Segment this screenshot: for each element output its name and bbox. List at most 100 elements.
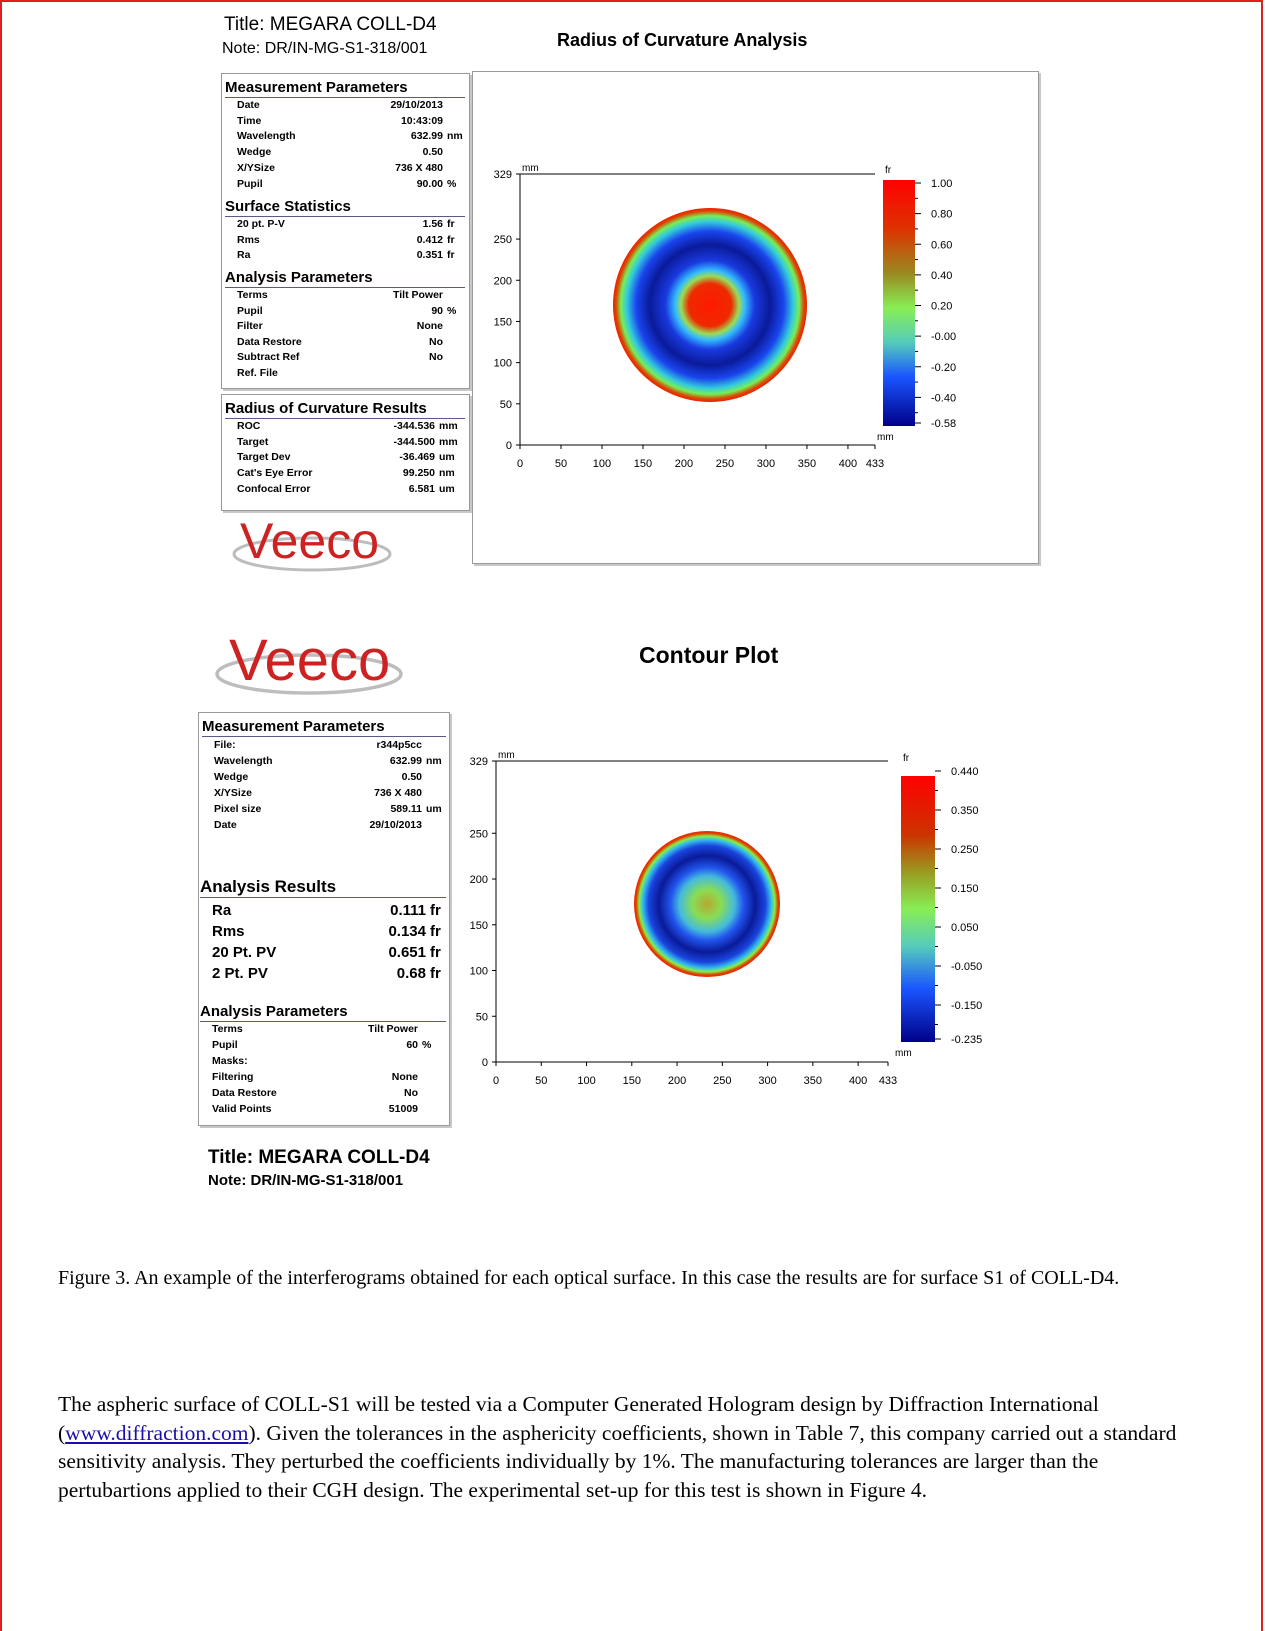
scale-tick-label: -0.58 bbox=[931, 418, 956, 430]
fig2-interferogram bbox=[634, 831, 780, 977]
param-unit: nm bbox=[447, 130, 463, 143]
param-label: X/YSize bbox=[214, 787, 252, 799]
y-tick-label: 200 bbox=[494, 275, 512, 287]
body-paragraph: The aspheric surface of COLL-S1 will be … bbox=[58, 1390, 1198, 1504]
param-label: Filter bbox=[237, 320, 263, 332]
param-label: 20 Pt. PV bbox=[212, 944, 277, 961]
param-unit: mm bbox=[439, 435, 458, 448]
param-label: X/YSize bbox=[237, 161, 275, 174]
param-label: Ra bbox=[237, 249, 251, 261]
x-tick-label: 250 bbox=[713, 1075, 731, 1087]
param-label: 20 pt. P-V bbox=[237, 218, 285, 230]
x-tick-label: 0 bbox=[493, 1075, 499, 1087]
param-label: Terms bbox=[212, 1023, 243, 1035]
param-value: 99.250 bbox=[402, 467, 435, 480]
fig1-chart-title: Radius of Curvature Analysis bbox=[557, 30, 808, 50]
param-unit: mm bbox=[439, 420, 458, 432]
x-tick-label: 200 bbox=[675, 458, 693, 470]
param-value: 0.50 bbox=[422, 146, 443, 159]
param-unit: fr bbox=[447, 249, 455, 261]
param-label: Rms bbox=[212, 923, 245, 940]
veeco-logo-1: Veeco bbox=[232, 513, 392, 572]
scale-tick-label: 0.350 bbox=[951, 805, 979, 817]
param-value: 0.412 bbox=[416, 233, 443, 246]
param-unit: fr bbox=[430, 923, 441, 940]
scale-tick-label: -0.150 bbox=[951, 1000, 982, 1012]
param-unit: nm bbox=[426, 755, 442, 767]
param-label: Terms bbox=[237, 289, 268, 301]
param-value: 0.111 bbox=[390, 902, 426, 919]
fig2-title: Title: MEGARA COLL-D4 bbox=[208, 1147, 430, 1168]
fig2-chart-title: Contour Plot bbox=[639, 642, 779, 668]
param-label: ROC bbox=[237, 420, 261, 432]
veeco-logo-2: Veeco bbox=[215, 628, 403, 695]
logo2-text: Veeco bbox=[229, 628, 390, 693]
scale-tick-label: 0.40 bbox=[931, 270, 952, 282]
param-unit: fr bbox=[430, 902, 441, 919]
param-value: 0.351 bbox=[416, 249, 443, 261]
section-rule bbox=[225, 216, 465, 217]
y-tick-label: 0 bbox=[506, 440, 512, 452]
param-label: Ref. File bbox=[237, 366, 278, 379]
scale-tick-label: 0.050 bbox=[951, 922, 979, 934]
fig2-params-panel bbox=[198, 712, 450, 1126]
param-label: Wedge bbox=[237, 146, 272, 159]
param-value: Tilt Power bbox=[368, 1023, 418, 1035]
fig2-plot: 329 250 200 150 100 50 00 50 100 150 200 250 300 350 4… bbox=[470, 750, 983, 1087]
section-rule bbox=[200, 897, 446, 898]
param-value: 6.581 bbox=[408, 482, 435, 495]
param-value: 589.11 bbox=[390, 803, 422, 815]
param-label: Target Dev bbox=[237, 451, 291, 464]
param-label: Ra bbox=[212, 902, 232, 919]
scale-tick-label: 0.20 bbox=[931, 301, 952, 313]
y-tick-label: 200 bbox=[470, 874, 488, 886]
figure-caption: Figure 3. An example of the interferogra… bbox=[58, 1267, 1120, 1289]
x-tick-label: 350 bbox=[804, 1075, 822, 1087]
param-label: Filtering bbox=[212, 1071, 254, 1083]
section-rule bbox=[202, 736, 446, 737]
param-unit: nm bbox=[439, 467, 455, 480]
x-tick-label: 0 bbox=[517, 458, 523, 470]
scale-tick-label: -0.40 bbox=[931, 392, 956, 404]
param-label: Wavelength bbox=[237, 130, 296, 143]
y-unit-label: mm bbox=[498, 750, 515, 761]
param-label: Rms bbox=[237, 233, 260, 246]
param-unit: fr bbox=[447, 233, 455, 246]
param-value: Tilt Power bbox=[393, 289, 443, 301]
scale-unit-label: fr bbox=[903, 753, 910, 764]
param-label: Target bbox=[237, 435, 269, 448]
param-label: Data Restore bbox=[212, 1087, 277, 1099]
x-tick-label: 200 bbox=[668, 1075, 686, 1087]
x-tick-label: 150 bbox=[634, 458, 652, 470]
param-value: No bbox=[429, 351, 443, 363]
y-tick-label: 50 bbox=[476, 1011, 488, 1023]
y-tick-label: 329 bbox=[470, 756, 488, 768]
param-value: No bbox=[404, 1087, 418, 1099]
fig1-plot: 329 250 200 150 100 50 00 50 100 150 200 250 300 350 4… bbox=[494, 163, 956, 470]
scale-tick-label: 0.80 bbox=[931, 209, 952, 221]
param-value: None bbox=[391, 1071, 418, 1083]
section-rule bbox=[225, 418, 465, 419]
scale-tick-label: 1.00 bbox=[931, 178, 952, 190]
x-unit-label: mm bbox=[895, 1048, 912, 1059]
param-value: 10:43:09 bbox=[400, 114, 443, 127]
section-title: Measurement Parameters bbox=[202, 718, 385, 735]
param-value: No bbox=[429, 335, 443, 348]
y-unit-label: mm bbox=[522, 163, 539, 174]
param-value: -36.469 bbox=[399, 451, 435, 464]
param-value: 60 bbox=[406, 1039, 418, 1051]
y-tick-label: 100 bbox=[470, 966, 488, 978]
diffraction-link[interactable]: www.diffraction.com bbox=[65, 1420, 249, 1445]
param-value: 0.68 bbox=[396, 965, 426, 982]
y-tick-label: 150 bbox=[494, 316, 512, 328]
param-label: Confocal Error bbox=[237, 482, 311, 495]
logo1-text: Veeco bbox=[240, 513, 379, 569]
param-unit: um bbox=[426, 803, 442, 815]
param-label: Pixel size bbox=[214, 803, 262, 815]
param-label: Wedge bbox=[214, 771, 249, 783]
y-tick-label: 50 bbox=[500, 399, 512, 411]
paragraph-text-1: The aspheric surface of COLL-S1 will be … bbox=[58, 1392, 1099, 1445]
y-tick-label: 329 bbox=[494, 169, 512, 181]
x-tick-label: 100 bbox=[593, 458, 611, 470]
param-unit: % bbox=[422, 1039, 432, 1051]
